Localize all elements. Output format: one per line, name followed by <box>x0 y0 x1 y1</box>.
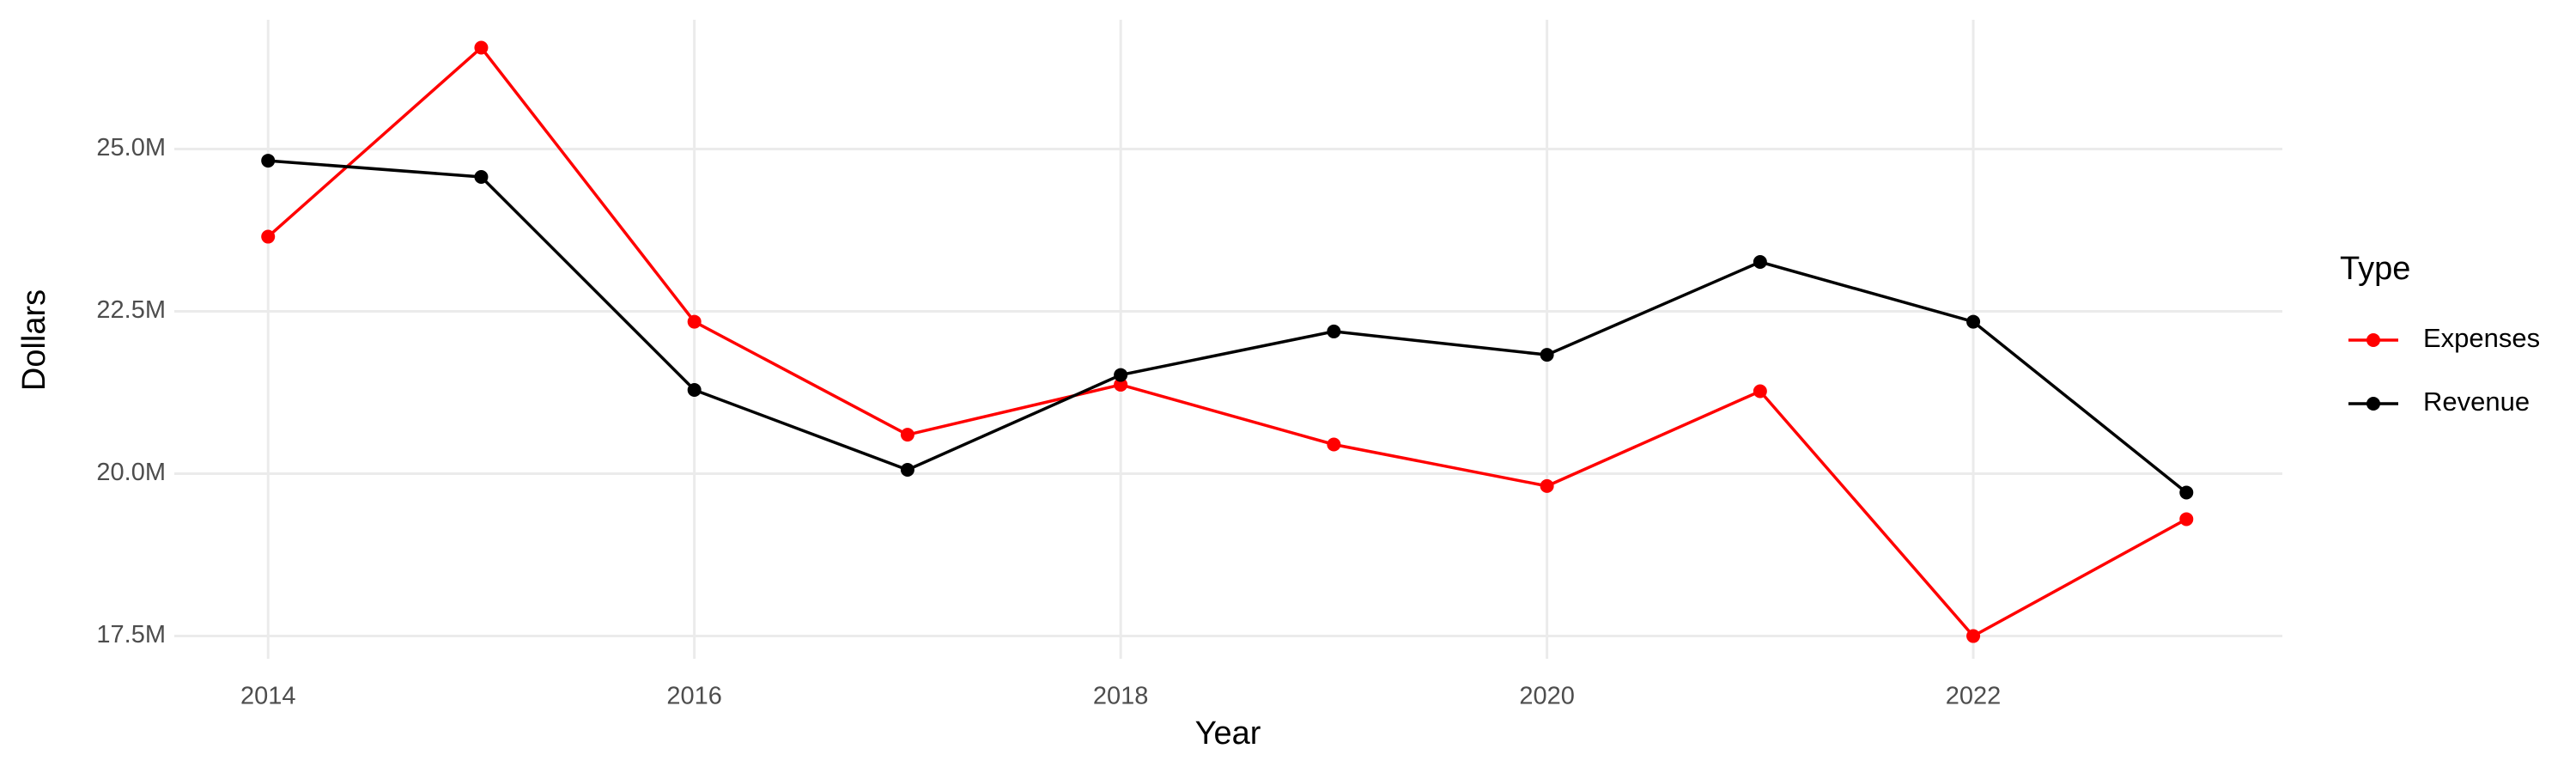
point <box>687 382 702 397</box>
point <box>2179 512 2194 526</box>
x-axis-title: Year <box>1195 715 1261 752</box>
point <box>1114 377 1128 392</box>
x-tick-label: 2022 <box>1946 683 2002 710</box>
legend-label: Expenses <box>2423 323 2540 353</box>
point <box>900 462 914 477</box>
point <box>474 169 489 184</box>
point <box>1540 348 1554 362</box>
y-tick-label: 17.5M <box>96 621 166 648</box>
point <box>261 154 276 168</box>
point <box>1966 314 1981 329</box>
y-tick-label: 20.0M <box>96 459 166 486</box>
x-tick-label: 2014 <box>240 683 296 710</box>
grid <box>174 20 2282 659</box>
point <box>1540 478 1554 493</box>
point <box>1753 384 1767 399</box>
point <box>1753 255 1767 270</box>
y-axis-title: Dollars <box>16 289 52 391</box>
legend-key-point <box>2366 397 2380 411</box>
x-tick-label: 2018 <box>1093 683 1149 710</box>
legend-key-point <box>2366 333 2380 347</box>
line <box>267 45 2188 638</box>
x-tick-label: 2016 <box>666 683 722 710</box>
y-tick-label: 22.5M <box>96 296 166 324</box>
y-tick-label: 25.0M <box>96 134 166 161</box>
x-tick-label: 2020 <box>1519 683 1575 710</box>
legend-label: Revenue <box>2423 386 2530 417</box>
point <box>2179 485 2194 500</box>
point <box>1966 629 1981 643</box>
point <box>474 40 489 55</box>
legend-title: Type <box>2340 251 2410 287</box>
point <box>687 314 702 329</box>
point <box>1114 368 1128 382</box>
point <box>1327 437 1341 452</box>
line <box>268 159 2188 494</box>
point <box>900 428 914 442</box>
point <box>261 229 276 244</box>
point <box>1327 324 1341 338</box>
